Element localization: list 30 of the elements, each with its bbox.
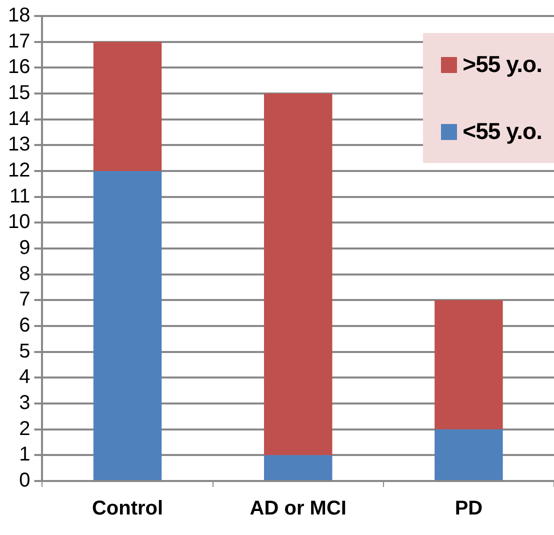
legend-label: >55 y.o. [462,51,542,78]
y-tick-label: 12 [8,160,30,182]
y-tick-label: 5 [19,340,30,362]
y-tick-label: 0 [19,470,30,492]
y-tick-label: 3 [19,392,30,414]
y-tick-label: 15 [8,82,30,104]
y-tick-label: 13 [8,134,30,156]
legend-label: <55 y.o. [462,118,542,145]
bar [93,42,162,171]
y-tick-label: 4 [19,366,30,388]
y-tick-label: 1 [19,444,30,466]
y-tick-label: 6 [19,314,30,337]
x-tick-label: PD [454,498,483,520]
y-tick-label: 10 [8,211,30,234]
x-tick-label: AD or MCI [250,498,346,520]
y-tick-label: 11 [9,185,30,208]
y-tick-label: 18 [8,4,30,27]
y-tick-label: 9 [19,237,30,260]
y-tick-label: 17 [8,30,30,52]
bar [434,429,503,480]
y-tick-label: 14 [8,108,30,130]
bar [264,455,332,480]
x-tick-label: Control [92,498,164,520]
y-tick-label: 8 [19,262,30,285]
bar [93,171,162,480]
y-tick-label: 2 [19,418,30,440]
y-tick-label: 16 [8,56,30,78]
bar [264,94,332,456]
y-tick-label: 7 [19,288,30,311]
bar [434,300,503,430]
